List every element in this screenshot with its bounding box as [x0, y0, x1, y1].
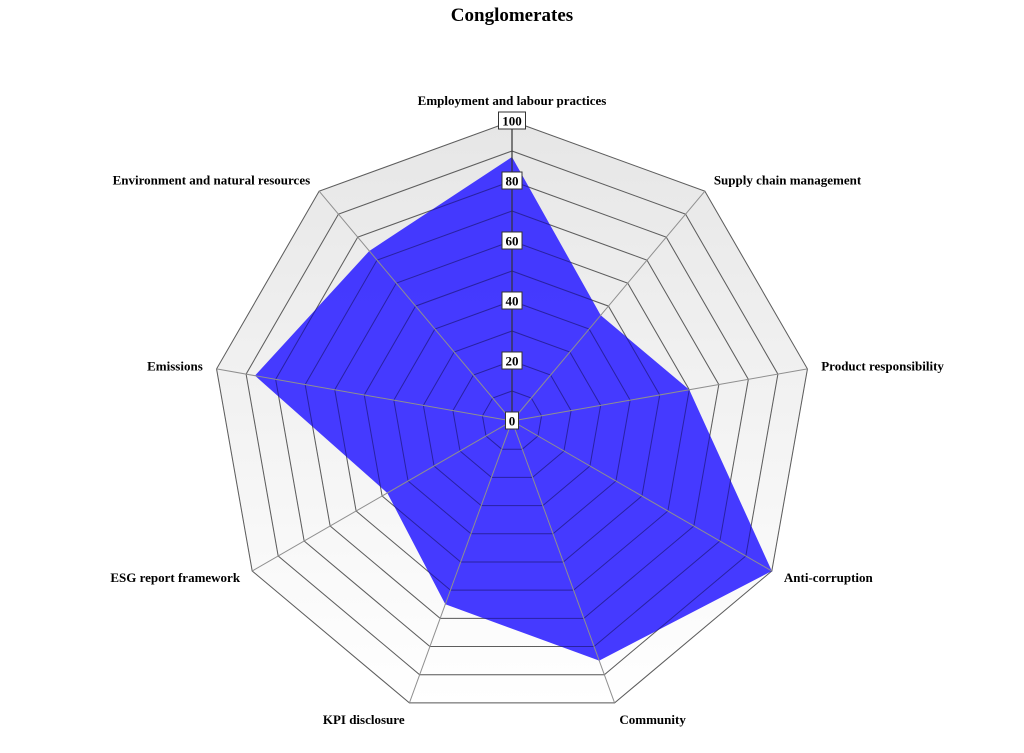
axis-spoke	[511, 190, 706, 422]
tick-label: 20	[506, 354, 519, 369]
category-label: KPI disclosure	[323, 712, 405, 727]
category-label: Supply chain management	[714, 172, 862, 187]
axis-spoke	[251, 420, 513, 572]
grid-ring	[216, 120, 808, 704]
tick-label: 80	[506, 174, 519, 189]
category-label: Environment and natural resources	[113, 172, 311, 187]
category-label: Anti-corruption	[784, 570, 874, 585]
tick-label: 60	[506, 234, 519, 249]
series-area	[254, 157, 772, 661]
chart-title: Conglomerates	[450, 5, 574, 26]
grid-ring-overlay	[393, 300, 631, 535]
tick-label-box	[498, 111, 526, 130]
grid-ring-overlay	[452, 360, 572, 478]
grid-ring-overlay	[304, 210, 720, 619]
tick-label-box	[501, 231, 523, 250]
grid-ring-overlay	[216, 120, 808, 704]
category-label: Community	[619, 712, 686, 727]
category-label: ESG report framework	[110, 570, 241, 585]
category-label: Emissions	[147, 358, 203, 373]
category-label: Employment and labour practices	[418, 93, 607, 108]
tick-label: 0	[509, 414, 516, 429]
grid-ring	[275, 180, 749, 648]
grid-ring-overlay	[245, 150, 779, 676]
grid-ring-overlay	[275, 180, 749, 648]
grid-ring-overlay	[422, 330, 602, 507]
tick-label-box	[501, 351, 523, 370]
tick-label: 40	[506, 294, 519, 309]
category-label: Product responsibility	[821, 358, 944, 373]
grid-ring-overlay	[481, 390, 543, 450]
axis-spoke	[511, 368, 808, 422]
axis-spoke	[511, 420, 616, 704]
grid-ring-overlay	[334, 240, 690, 591]
tick-label-box	[501, 171, 523, 190]
grid-ring-overlay	[363, 270, 661, 563]
axis-spoke	[408, 420, 513, 704]
axis-spoke	[318, 190, 513, 422]
tick-label-box	[505, 411, 519, 430]
axis-spoke	[216, 368, 513, 422]
tick-label-box	[501, 291, 523, 310]
tick-label: 100	[502, 114, 522, 129]
axis-spoke	[511, 420, 773, 572]
grid-ring	[245, 150, 779, 676]
